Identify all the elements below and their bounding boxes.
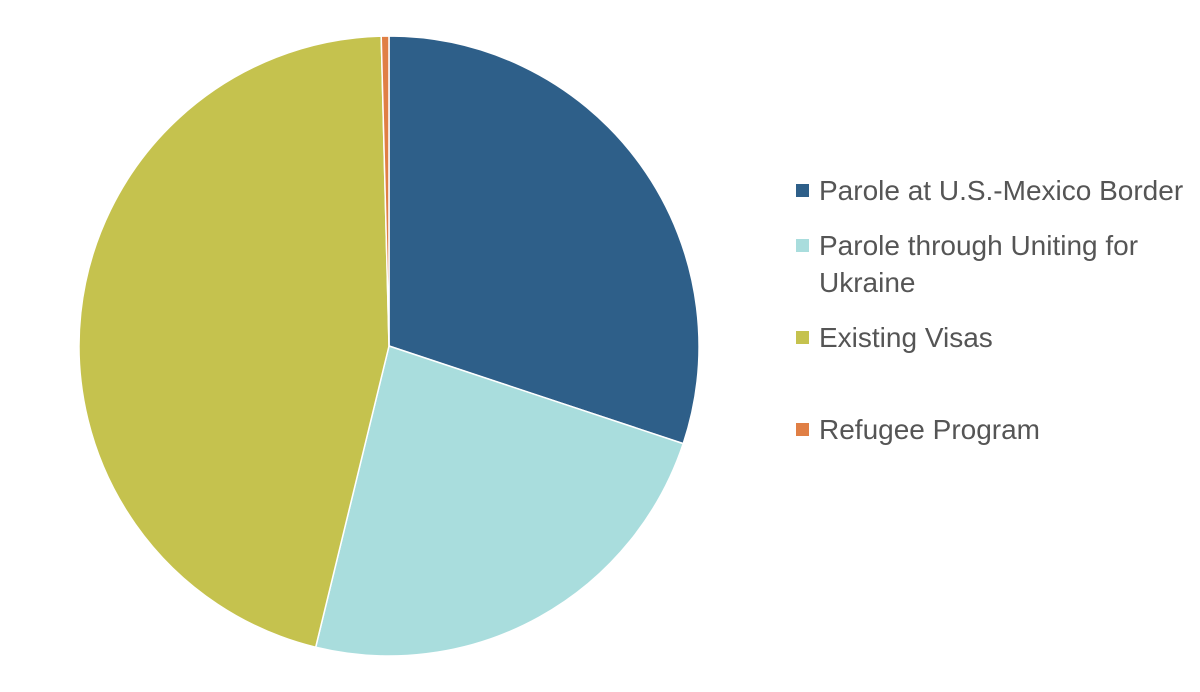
legend-swatch [796, 423, 809, 436]
legend-swatch [796, 239, 809, 252]
legend-item-parole-border: Parole at U.S.-Mexico Border [796, 172, 1186, 209]
slice-existing-visas [78, 35, 390, 648]
legend-label: Refugee Program [819, 414, 1041, 445]
legend-swatch [796, 331, 809, 344]
legend-item-parole-ukraine: Parole through Uniting for Ukraine [796, 227, 1186, 301]
legend-label: Parole at U.S.-Mexico Border [819, 175, 1184, 206]
slice-refugee-program [380, 35, 390, 347]
legend: Parole at U.S.-Mexico Border Parole thro… [796, 172, 1186, 448]
slice-parole-ukraine [314, 345, 684, 657]
legend-item-existing-visas: Existing Visas [796, 319, 1186, 356]
slice-parole-border [388, 35, 700, 445]
legend-label: Existing Visas [819, 322, 993, 353]
legend-item-refugee-program: Refugee Program [796, 411, 1186, 448]
legend-swatch [796, 184, 809, 197]
legend-label: Parole through Uniting for Ukraine [819, 230, 1139, 298]
pie-slices [78, 35, 700, 657]
